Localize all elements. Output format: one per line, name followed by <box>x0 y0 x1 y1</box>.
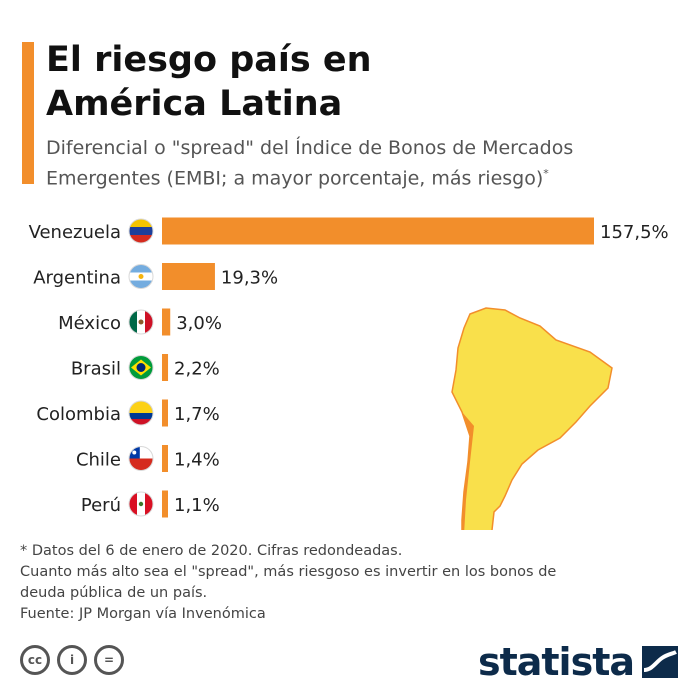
subtitle-line-2-text: Emergentes (EMBI; a mayor porcentaje, má… <box>46 167 544 190</box>
footnote-1: * Datos del 6 de enero de 2020. Cifras r… <box>20 543 403 559</box>
footnote-3: deuda pública de un país. <box>20 585 208 601</box>
peru-flag-icon <box>128 491 154 517</box>
chile-flag-icon <box>128 446 154 471</box>
chart-title: El riesgo país en América Latina <box>46 38 666 126</box>
title-line-2: América Latina <box>46 84 343 124</box>
footnote-2: Cuanto más alto sea el "spread", más rie… <box>20 564 557 580</box>
no-derivatives-icon[interactable]: = <box>94 645 124 675</box>
bar-argentina <box>162 263 215 290</box>
subtitle-line-1: Diferencial o "spread" del Índice de Bon… <box>46 137 574 159</box>
category-label: Venezuela <box>29 222 121 243</box>
south-america-map-icon <box>451 307 613 530</box>
cc-icon[interactable]: cc <box>20 645 50 675</box>
chart-subtitle: Diferencial o "spread" del Índice de Bon… <box>46 136 686 191</box>
category-label: Argentina <box>33 268 121 289</box>
statista-mark-icon <box>642 646 678 678</box>
bar-perú <box>162 490 168 518</box>
source-note: Fuente: JP Morgan vía Invenómica <box>20 606 266 622</box>
argentina-flag-icon <box>128 264 154 289</box>
statista-logo[interactable]: statista <box>478 640 678 684</box>
value-label: 2,2% <box>174 359 220 380</box>
title-line-1: El riesgo país en <box>46 40 372 80</box>
value-label: 3,0% <box>176 313 222 334</box>
bar-brasil <box>162 354 169 381</box>
bar-méxico <box>162 308 171 336</box>
category-label: Brasil <box>71 359 121 380</box>
bar-chart: Venezuela 157,5% Argentina 19,3% México 3,0% B… <box>29 217 669 530</box>
brazil-flag-icon <box>128 355 154 380</box>
bar-chile <box>162 445 168 472</box>
mexico-flag-icon <box>128 309 154 335</box>
category-label: Perú <box>81 495 121 516</box>
brand-name: statista <box>477 640 635 684</box>
value-label: 157,5% <box>600 222 669 243</box>
colombia-flag-icon <box>128 400 154 426</box>
attribution-icon[interactable]: i <box>57 645 87 675</box>
category-label: Chile <box>76 450 121 471</box>
value-label: 1,1% <box>174 495 220 516</box>
venezuela-flag-icon <box>128 218 154 244</box>
category-label: Colombia <box>36 404 121 425</box>
bar-colombia <box>162 399 168 427</box>
bar-venezuela <box>162 217 594 245</box>
value-label: 19,3% <box>221 268 278 289</box>
value-label: 1,7% <box>174 404 220 425</box>
category-label: México <box>58 313 121 334</box>
value-label: 1,4% <box>174 450 220 471</box>
subtitle-line-2: Emergentes (EMBI; a mayor porcentaje, má… <box>46 161 686 191</box>
subtitle-footnote-mark: * <box>543 167 549 180</box>
footnotes: * Datos del 6 de enero de 2020. Cifras r… <box>20 541 680 625</box>
title-accent-bar <box>22 42 34 184</box>
